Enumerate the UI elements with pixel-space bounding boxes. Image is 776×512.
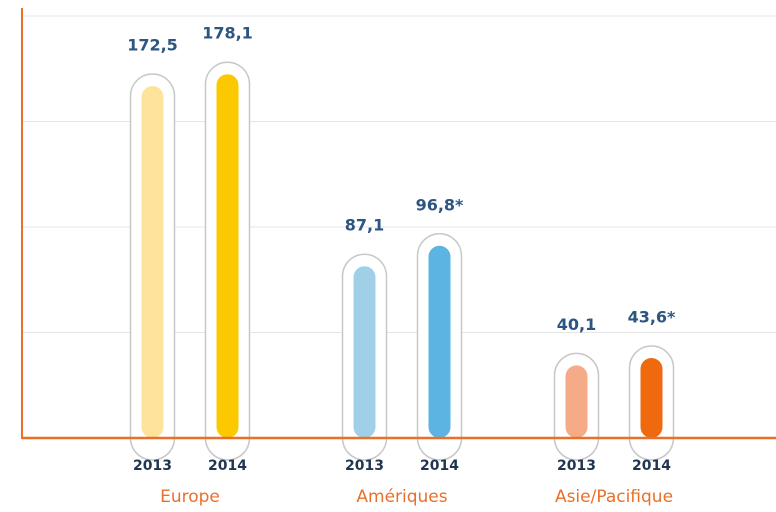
value-label: 96,8* (416, 195, 464, 214)
value-label: 178,1 (202, 24, 253, 43)
year-label: 2013 (133, 458, 172, 474)
bar (428, 245, 451, 438)
value-label: 43,6* (628, 308, 676, 327)
value-label: 87,1 (345, 216, 384, 235)
value-label: 172,5 (127, 36, 178, 55)
category-label: Europe (160, 487, 220, 507)
year-label: 2014 (208, 458, 247, 474)
bar (565, 365, 588, 438)
value-label: 40,1 (557, 315, 596, 334)
year-label: 2013 (557, 458, 596, 474)
category-label: Amériques (356, 487, 447, 507)
year-label: 2014 (632, 458, 671, 474)
bar (353, 266, 376, 438)
category-label: Asie/Pacifique (555, 487, 673, 507)
bar (216, 74, 239, 439)
bar (141, 86, 164, 439)
bar (640, 358, 663, 438)
year-label: 2014 (420, 458, 459, 474)
year-label: 2013 (345, 458, 384, 474)
